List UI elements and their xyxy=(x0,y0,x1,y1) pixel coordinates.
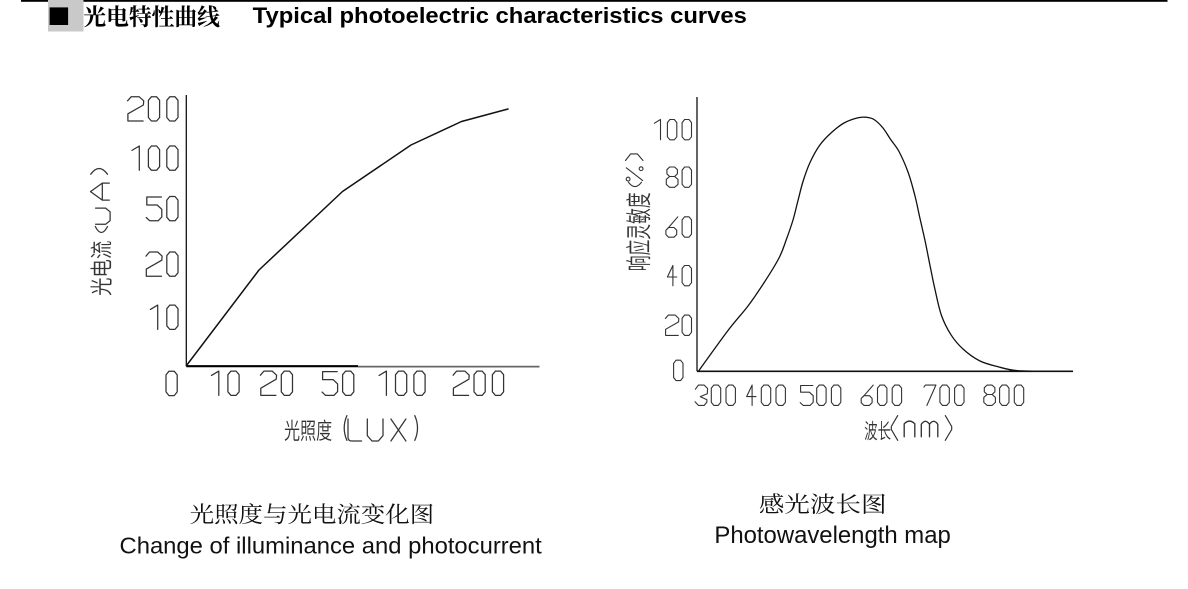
svg-text:Typical photoelectric characte: Typical photoelectric characteristics cu… xyxy=(253,3,747,28)
svg-text:Change of illuminance and phot: Change of illuminance and photocurrent xyxy=(120,533,543,559)
svg-text:Photowavelength map: Photowavelength map xyxy=(714,522,950,549)
